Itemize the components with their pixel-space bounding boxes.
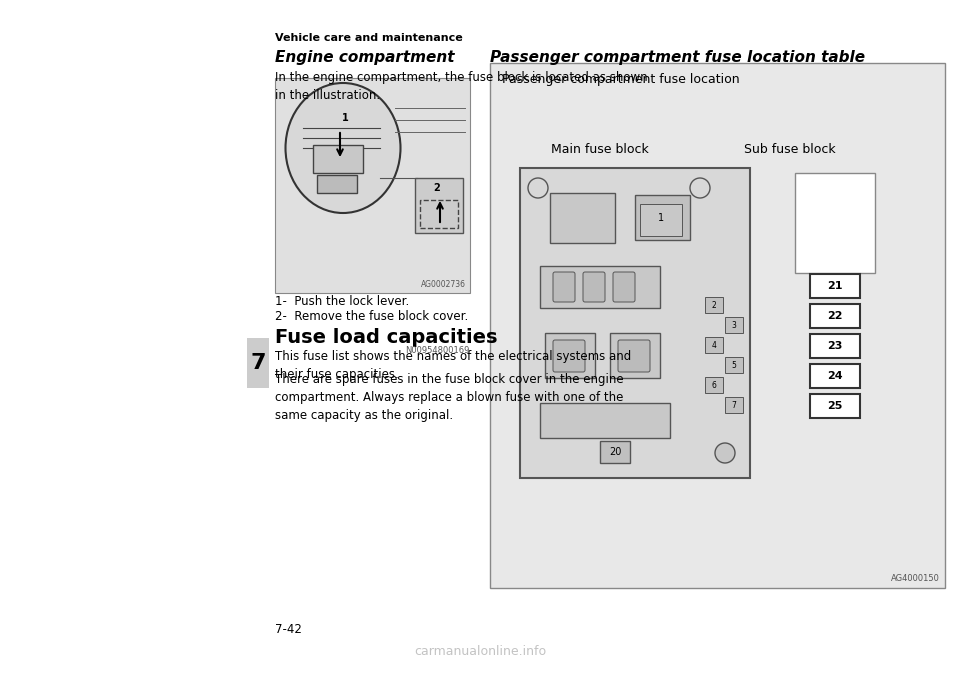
Text: 3: 3 — [732, 321, 736, 330]
Text: There are spare fuses in the fuse block cover in the engine
compartment. Always : There are spare fuses in the fuse block … — [275, 373, 624, 422]
Text: AG4000150: AG4000150 — [891, 574, 940, 583]
Text: 6: 6 — [711, 380, 716, 389]
Bar — [810, 394, 860, 418]
Bar — [550, 193, 615, 243]
Bar — [725, 357, 743, 373]
Text: Engine compartment: Engine compartment — [275, 50, 454, 65]
Bar — [610, 333, 660, 378]
Text: In the engine compartment, the fuse block is located as shown
in the illustratio: In the engine compartment, the fuse bloc… — [275, 71, 648, 102]
Bar — [705, 337, 723, 353]
Text: 7-42: 7-42 — [275, 623, 301, 636]
Text: AG0002736: AG0002736 — [421, 280, 466, 289]
Text: This fuse list shows the names of the electrical systems and
their fuse capaciti: This fuse list shows the names of the el… — [275, 350, 632, 381]
Bar — [313, 145, 363, 173]
FancyBboxPatch shape — [553, 272, 575, 302]
Bar — [635, 195, 690, 240]
Bar — [810, 364, 860, 388]
Text: Main fuse block: Main fuse block — [551, 143, 649, 156]
Text: 1: 1 — [658, 213, 664, 223]
Circle shape — [715, 443, 735, 463]
Text: Sub fuse block: Sub fuse block — [744, 143, 836, 156]
Text: 2-  Remove the fuse block cover.: 2- Remove the fuse block cover. — [275, 310, 468, 323]
Bar — [600, 441, 630, 463]
FancyBboxPatch shape — [613, 272, 635, 302]
Bar — [810, 304, 860, 328]
Bar — [415, 178, 463, 233]
Text: carmanualonline.info: carmanualonline.info — [414, 645, 546, 658]
FancyBboxPatch shape — [583, 272, 605, 302]
Text: 21: 21 — [828, 281, 843, 291]
Ellipse shape — [285, 83, 400, 213]
Bar — [725, 397, 743, 413]
Bar — [640, 204, 682, 236]
Bar — [317, 175, 357, 193]
Text: 1: 1 — [342, 113, 348, 123]
Text: 5: 5 — [732, 361, 736, 370]
Text: 20: 20 — [609, 447, 621, 457]
Text: Passenger compartment fuse location table: Passenger compartment fuse location tabl… — [490, 50, 865, 65]
Circle shape — [528, 178, 548, 198]
Bar — [795, 173, 875, 273]
Text: 7: 7 — [732, 401, 736, 410]
Text: 1-  Push the lock lever.: 1- Push the lock lever. — [275, 295, 409, 308]
Bar — [275, 78, 470, 293]
Bar — [490, 63, 945, 588]
Bar — [810, 334, 860, 358]
Text: Passenger compartment fuse location: Passenger compartment fuse location — [502, 73, 739, 86]
Text: 4: 4 — [711, 340, 716, 349]
FancyBboxPatch shape — [618, 340, 650, 372]
Text: 2: 2 — [433, 183, 440, 193]
Bar — [540, 266, 660, 308]
FancyBboxPatch shape — [553, 340, 585, 372]
Bar — [247, 338, 269, 388]
Circle shape — [690, 178, 710, 198]
Bar — [725, 317, 743, 333]
Bar — [520, 168, 750, 478]
Bar — [705, 377, 723, 393]
Text: 7: 7 — [251, 353, 266, 373]
Text: N00954800169: N00954800169 — [406, 346, 470, 355]
Bar — [810, 274, 860, 298]
Text: Vehicle care and maintenance: Vehicle care and maintenance — [275, 33, 463, 43]
Bar — [705, 297, 723, 313]
Bar — [420, 200, 458, 228]
Bar — [540, 403, 670, 438]
Text: 24: 24 — [828, 371, 843, 381]
Bar — [545, 333, 595, 378]
Text: 23: 23 — [828, 341, 843, 351]
Text: Fuse load capacities: Fuse load capacities — [275, 328, 497, 347]
Text: 2: 2 — [711, 300, 716, 309]
Text: 25: 25 — [828, 401, 843, 411]
Text: 22: 22 — [828, 311, 843, 321]
